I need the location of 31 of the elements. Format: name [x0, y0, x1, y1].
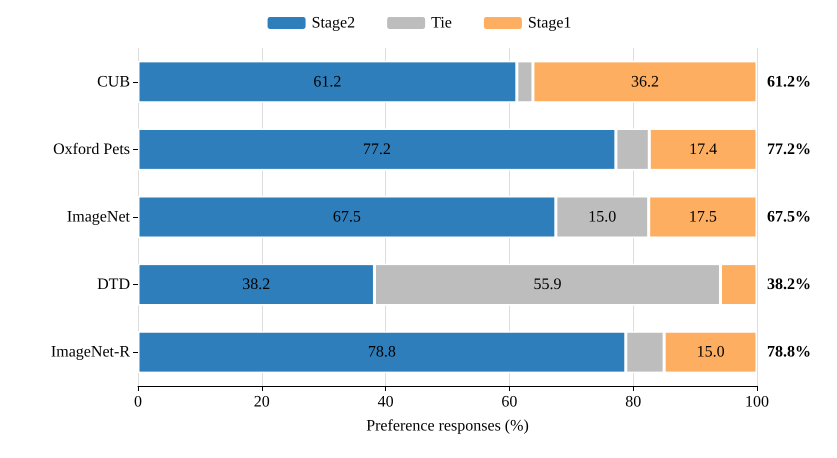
data-label: 17.5 — [688, 208, 717, 226]
legend-label: Stage1 — [528, 14, 572, 32]
x-tick-label: 0 — [134, 394, 142, 410]
x-tick-label: 100 — [745, 394, 769, 410]
x-tick-label: 20 — [254, 394, 270, 410]
data-label: 15.0 — [696, 344, 725, 361]
text: 77.2% — [767, 140, 811, 158]
data-label: 15.0 — [588, 208, 616, 226]
data-label: 77.2 — [362, 140, 391, 158]
text: 78.8% — [767, 344, 811, 361]
legend-label: Stage2 — [312, 14, 356, 32]
y-tick-label: ImageNet — [66, 208, 131, 226]
text: 61.2% — [767, 73, 811, 90]
x-axis-title: Preference responses (%) — [366, 418, 529, 434]
x-tick-label: 60 — [501, 394, 518, 410]
x-tick-label: 80 — [625, 394, 642, 410]
y-tick-label: DTD — [97, 276, 130, 294]
data-label: 67.5 — [332, 208, 361, 226]
x-tick-label: 40 — [378, 394, 394, 410]
data-label: 36.2 — [630, 73, 659, 90]
legend-label: Tie — [431, 14, 452, 32]
y-tick-label: CUB — [97, 73, 130, 90]
y-tick-label: ImageNet-R — [50, 344, 130, 361]
y-tick-label: Oxford Pets — [53, 140, 130, 158]
text: 38.2% — [767, 276, 811, 294]
data-label: 61.2 — [313, 73, 342, 90]
data-label: 38.2 — [242, 276, 270, 294]
data-label: 55.9 — [533, 276, 562, 294]
data-label: 78.8 — [368, 344, 396, 361]
text: 67.5% — [767, 208, 811, 226]
data-label: 17.4 — [689, 140, 718, 158]
